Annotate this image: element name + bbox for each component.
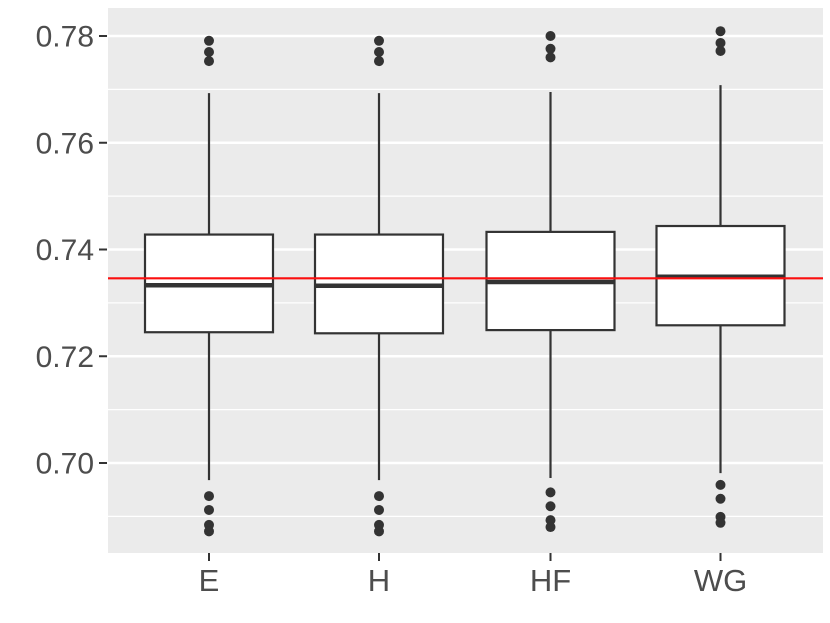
outlier-point bbox=[204, 47, 214, 58]
x-axis-tick-label: E bbox=[199, 563, 220, 598]
y-axis-tick-label: 0.76 bbox=[36, 127, 94, 160]
outlier-point bbox=[715, 479, 726, 490]
outlier-point bbox=[545, 522, 556, 533]
outlier-point bbox=[715, 26, 726, 37]
outlier-point bbox=[204, 35, 214, 46]
y-axis-tick-label: 0.78 bbox=[36, 21, 94, 54]
outlier-point bbox=[545, 501, 556, 512]
x-axis-tick-label: HF bbox=[530, 563, 571, 598]
x-axis-tick-label: WG bbox=[694, 563, 747, 598]
outlier-point bbox=[715, 517, 726, 528]
outlier-point bbox=[204, 504, 214, 515]
outlier-point bbox=[374, 526, 384, 537]
y-axis-tick-label: 0.72 bbox=[36, 341, 94, 374]
outlier-point bbox=[204, 526, 214, 537]
outlier-point bbox=[545, 31, 556, 41]
outlier-point bbox=[715, 37, 726, 48]
outlier-point bbox=[545, 43, 556, 54]
outlier-point bbox=[715, 493, 726, 504]
outlier-point bbox=[715, 45, 726, 56]
outlier-point bbox=[545, 487, 556, 498]
outlier-point bbox=[374, 491, 384, 502]
outlier-point bbox=[374, 504, 384, 515]
outlier-point bbox=[374, 35, 384, 46]
y-axis-tick-label: 0.70 bbox=[36, 448, 94, 481]
outlier-point bbox=[545, 52, 556, 63]
outlier-point bbox=[374, 47, 384, 58]
outlier-point bbox=[374, 56, 384, 67]
outlier-point bbox=[545, 515, 556, 526]
outlier-point bbox=[204, 56, 214, 67]
y-axis-tick-label: 0.74 bbox=[36, 234, 94, 267]
x-axis-tick-label: H bbox=[368, 563, 390, 598]
outlier-point bbox=[204, 491, 214, 502]
